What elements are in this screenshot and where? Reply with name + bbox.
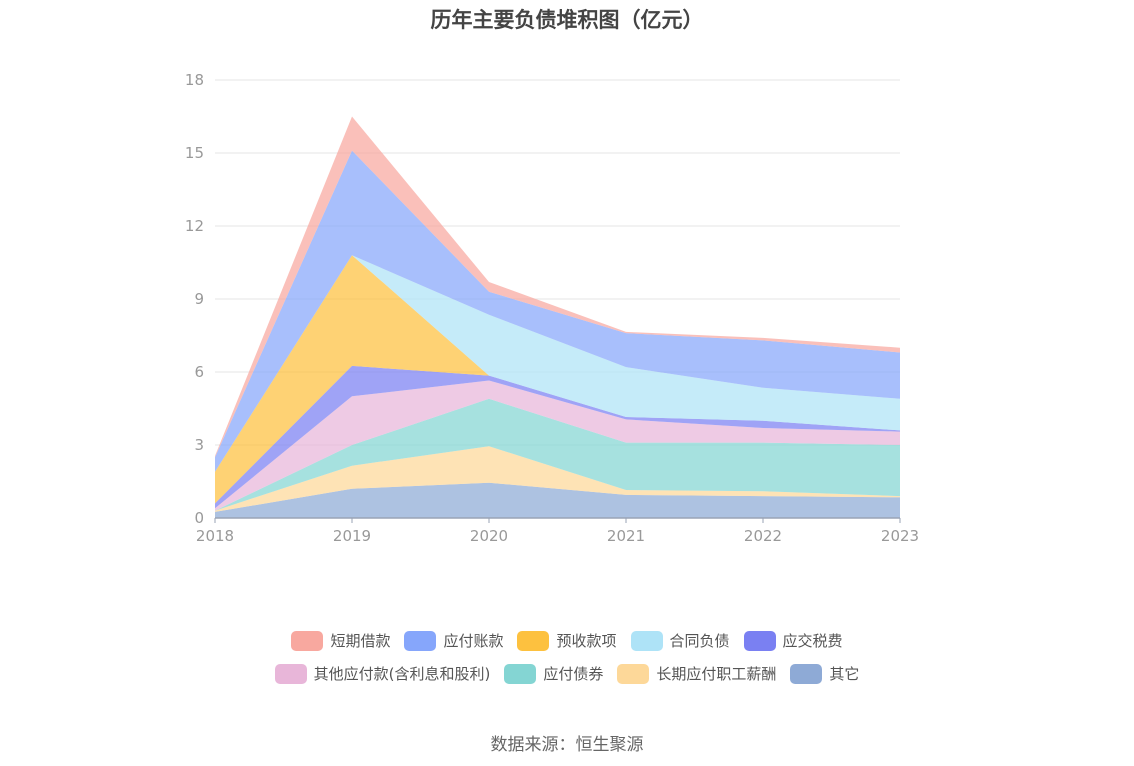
legend-item[interactable]: 其它: [790, 663, 859, 684]
legend-swatch: [743, 630, 776, 651]
x-tick-label: 2022: [744, 527, 782, 545]
x-tick-label: 2018: [196, 527, 234, 545]
legend-item[interactable]: 合同负债: [630, 630, 730, 651]
legend-label: 应交税费: [782, 632, 843, 650]
legend-label: 应付账款: [443, 632, 504, 650]
y-tick-label: 15: [185, 144, 204, 162]
legend-item[interactable]: 长期应付职工薪酬: [617, 663, 776, 684]
legend-label: 其它: [829, 665, 860, 683]
legend-swatch: [274, 663, 307, 684]
legend-item[interactable]: 应交税费: [743, 630, 843, 651]
legend: 短期借款 应付账款 预收款项 合同负债 应交税费其他应付款(含利息和股利) 应付债券 长期应…: [0, 630, 1134, 696]
legend-swatch: [617, 663, 650, 684]
legend-swatch: [404, 630, 437, 651]
y-tick-label: 12: [185, 217, 204, 235]
y-tick-label: 0: [194, 509, 204, 527]
legend-label: 应付债券: [543, 665, 604, 683]
area-series-1[interactable]: [215, 446, 900, 512]
axes: 0 3 6 9 12 15 18 2018 2019 2020 2021 2022 2023: [185, 71, 919, 545]
x-tick-label: 2020: [470, 527, 508, 545]
area-series-5[interactable]: [215, 255, 900, 504]
legend-item[interactable]: 应付账款: [404, 630, 503, 651]
legend-label: 合同负债: [669, 632, 730, 650]
legend-item[interactable]: 短期借款: [291, 630, 390, 651]
legend-item[interactable]: 其他应付款(含利息和股利): [274, 663, 491, 684]
area-series-7[interactable]: [215, 150, 900, 472]
x-tick-label: 2019: [333, 527, 371, 545]
stacked-areas: [215, 116, 900, 518]
area-series-3[interactable]: [215, 380, 900, 511]
legend-item[interactable]: 应付债券: [504, 663, 603, 684]
y-tick-label: 3: [194, 436, 204, 454]
y-tick-label: 18: [185, 71, 204, 89]
legend-label: 预收款项: [556, 632, 617, 650]
legend-swatch: [291, 630, 324, 651]
x-tick-label: 2023: [881, 527, 919, 545]
legend-row: 其他应付款(含利息和股利) 应付债券 长期应付职工薪酬 其它: [0, 663, 1134, 684]
legend-label: 其他应付款(含利息和股利): [313, 665, 491, 683]
x-tick-label: 2021: [607, 527, 645, 545]
legend-item[interactable]: 预收款项: [517, 630, 617, 651]
area-series-6[interactable]: [215, 255, 900, 472]
y-tick-label: 6: [194, 363, 204, 381]
legend-swatch: [517, 630, 550, 651]
legend-swatch: [630, 630, 663, 651]
legend-row: 短期借款 应付账款 预收款项 合同负债 应交税费: [0, 630, 1134, 651]
y-tick-label: 9: [194, 290, 204, 308]
legend-swatch: [504, 663, 537, 684]
area-series-0[interactable]: [215, 482, 900, 518]
legend-label: 长期应付职工薪酬: [656, 665, 777, 683]
chart-title: 历年主要负债堆积图（亿元）: [430, 8, 704, 32]
source-note: 数据来源：恒生聚源: [490, 735, 644, 755]
legend-swatch: [790, 663, 823, 684]
legend-label: 短期借款: [330, 632, 391, 650]
area-series-2[interactable]: [215, 398, 900, 511]
